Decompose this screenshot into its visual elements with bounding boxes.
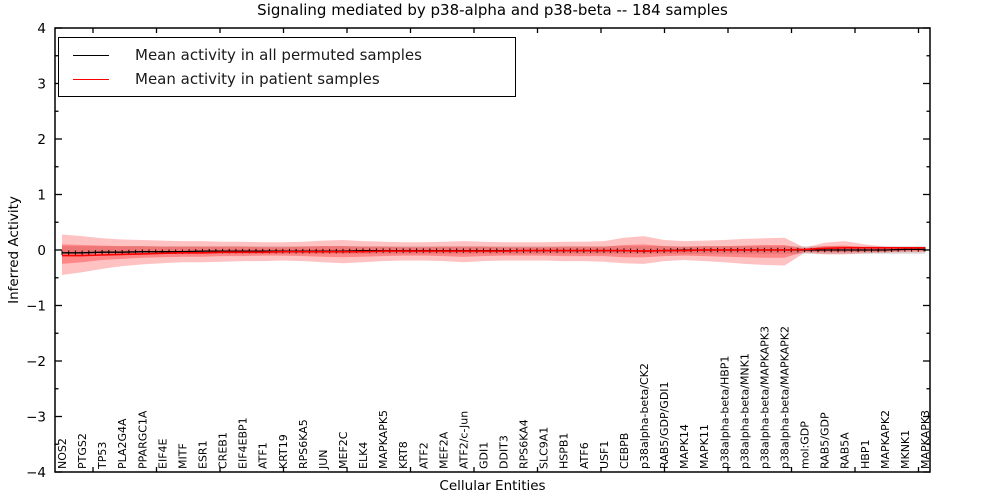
svg-text:MAPK11: MAPK11 bbox=[698, 424, 711, 469]
y-axis-label: Inferred Activity bbox=[6, 196, 22, 304]
svg-text:KRT8: KRT8 bbox=[397, 441, 410, 469]
svg-text:MAPK14: MAPK14 bbox=[678, 424, 691, 469]
svg-text:MEF2A: MEF2A bbox=[437, 431, 450, 469]
y-tick-labels: 4 3 2 1 0 −1 −2 −3 −4 bbox=[26, 21, 46, 481]
svg-text:ATF6: ATF6 bbox=[578, 442, 591, 469]
svg-text:RAB5A: RAB5A bbox=[839, 432, 852, 469]
svg-text:EIF4EBP1: EIF4EBP1 bbox=[237, 417, 250, 469]
axis-ticks bbox=[55, 27, 930, 473]
svg-text:PPARGC1A: PPARGC1A bbox=[136, 410, 149, 469]
x-tick-labels: NOS2 PTGS2 TP53 PLA2G4A PPARGC1A EIF4E MITF ESR… bbox=[56, 326, 932, 470]
svg-text:−4: −4 bbox=[26, 465, 46, 481]
svg-text:0: 0 bbox=[37, 243, 46, 259]
svg-text:MKNK1: MKNK1 bbox=[899, 430, 912, 469]
svg-text:ATF2: ATF2 bbox=[417, 442, 430, 469]
svg-text:KRT19: KRT19 bbox=[277, 434, 290, 469]
legend-label-permuted: Mean activity in all permuted samples bbox=[135, 46, 422, 64]
svg-text:HSPB1: HSPB1 bbox=[558, 433, 571, 469]
svg-text:MEF2C: MEF2C bbox=[337, 431, 350, 469]
svg-text:TP53: TP53 bbox=[96, 442, 109, 470]
svg-text:DDIT3: DDIT3 bbox=[498, 435, 511, 469]
legend-entry-permuted: Mean activity in all permuted samples bbox=[73, 46, 505, 64]
svg-text:−3: −3 bbox=[26, 410, 46, 426]
svg-text:p38alpha-beta/CK2: p38alpha-beta/CK2 bbox=[638, 363, 651, 469]
legend-line-patient bbox=[73, 78, 109, 80]
band-patient-std-outer bbox=[62, 234, 925, 275]
svg-text:1: 1 bbox=[37, 188, 46, 204]
svg-text:ATF1: ATF1 bbox=[257, 442, 270, 469]
svg-text:RPS6KA5: RPS6KA5 bbox=[297, 419, 310, 469]
svg-text:ESR1: ESR1 bbox=[197, 440, 210, 469]
legend-line-permuted bbox=[73, 54, 109, 56]
svg-text:RAB5/GDP: RAB5/GDP bbox=[819, 412, 832, 469]
svg-text:p38alpha-beta/MNK1: p38alpha-beta/MNK1 bbox=[738, 353, 751, 469]
legend-entry-patient: Mean activity in patient samples bbox=[73, 70, 505, 88]
svg-text:PLA2G4A: PLA2G4A bbox=[116, 418, 129, 469]
svg-text:PTGS2: PTGS2 bbox=[76, 433, 89, 469]
svg-text:mol:GDP: mol:GDP bbox=[799, 421, 812, 469]
svg-text:−2: −2 bbox=[26, 354, 46, 370]
series-line-patient bbox=[62, 247, 925, 257]
svg-text:SLC9A1: SLC9A1 bbox=[538, 427, 551, 469]
legend-label-patient: Mean activity in patient samples bbox=[135, 70, 380, 88]
svg-text:−1: −1 bbox=[26, 299, 46, 315]
svg-text:MITF: MITF bbox=[176, 443, 189, 469]
svg-text:CREB1: CREB1 bbox=[217, 432, 230, 469]
svg-text:p38alpha-beta/MAPKAPK3: p38alpha-beta/MAPKAPK3 bbox=[758, 326, 771, 469]
svg-text:MAPKAPK3: MAPKAPK3 bbox=[919, 410, 932, 469]
svg-text:EIF4E: EIF4E bbox=[156, 438, 169, 469]
svg-text:ELK4: ELK4 bbox=[357, 442, 370, 469]
svg-text:MAPKAPK5: MAPKAPK5 bbox=[377, 410, 390, 469]
svg-text:ATF2/c-Jun: ATF2/c-Jun bbox=[457, 411, 470, 469]
chart-title: Signaling mediated by p38-alpha and p38-… bbox=[257, 1, 728, 19]
svg-text:GDI1: GDI1 bbox=[478, 442, 491, 469]
svg-text:USF1: USF1 bbox=[598, 441, 611, 469]
svg-text:MAPKAPK2: MAPKAPK2 bbox=[879, 410, 892, 469]
svg-text:NOS2: NOS2 bbox=[56, 438, 69, 469]
svg-text:3: 3 bbox=[37, 77, 46, 93]
svg-text:RPS6KA4: RPS6KA4 bbox=[518, 419, 531, 469]
svg-text:2: 2 bbox=[37, 132, 46, 148]
svg-text:RAB5/GDP/GDI1: RAB5/GDP/GDI1 bbox=[658, 381, 671, 469]
x-axis-label: Cellular Entities bbox=[439, 478, 546, 494]
svg-text:CEBPB: CEBPB bbox=[618, 433, 631, 469]
svg-text:4: 4 bbox=[37, 21, 46, 37]
legend-box: Mean activity in all permuted samples Me… bbox=[58, 37, 516, 97]
svg-text:p38alpha-beta/MAPKAPK2: p38alpha-beta/MAPKAPK2 bbox=[779, 326, 792, 469]
svg-text:p38alpha-beta/HBP1: p38alpha-beta/HBP1 bbox=[718, 356, 731, 469]
svg-text:HBP1: HBP1 bbox=[859, 440, 872, 469]
svg-text:JUN: JUN bbox=[317, 449, 330, 470]
